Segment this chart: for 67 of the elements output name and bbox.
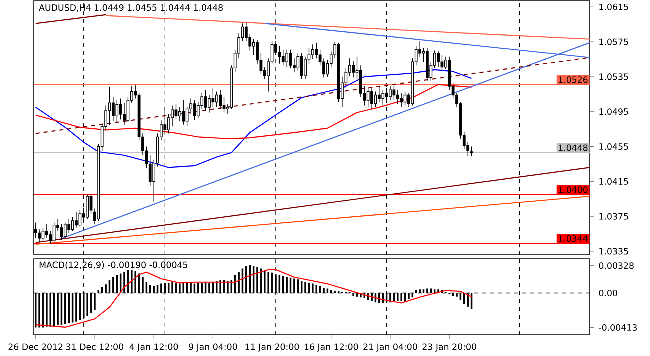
- candlestick: [219, 90, 222, 110]
- y-tick-label: 0.00328: [599, 262, 634, 270]
- candlestick: [396, 90, 400, 104]
- x-tick-label: 11 Jan 20:00: [246, 344, 300, 352]
- candlestick: [286, 50, 289, 68]
- candlestick: [400, 93, 404, 108]
- candlestick: [370, 88, 374, 110]
- x-tick-label: 31 Dec 12:00: [66, 344, 124, 350]
- candlestick: [378, 86, 381, 103]
- candlestick: [382, 90, 385, 106]
- candlestick: [45, 224, 48, 239]
- x-tick-label: 16 Jan 12:00: [304, 344, 358, 352]
- y-tick-label: 0.00: [599, 290, 618, 297]
- candlestick: [392, 84, 396, 101]
- candlestick: [52, 222, 56, 244]
- candlestick: [90, 194, 93, 214]
- candlestick: [366, 88, 370, 108]
- candlestick: [282, 50, 285, 66]
- y-tick-label: 1.0535: [600, 74, 628, 80]
- candlestick: [215, 91, 218, 108]
- candlestick: [437, 51, 440, 68]
- candlestick: [389, 86, 392, 101]
- y-tick-label: 1.0495: [600, 108, 628, 116]
- candlestick: [208, 94, 211, 114]
- candlestick: [322, 58, 326, 78]
- chart-title: MACD(12,26,9) -0.00190 -0.00045: [40, 262, 188, 270]
- y-tick-label: 1.0335: [600, 248, 628, 255]
- line-series: [35, 269, 472, 328]
- ref-line-label: 1.0344: [559, 236, 588, 242]
- y-tick-label: 1.0375: [600, 213, 628, 220]
- y-tick-label: 1.0615: [600, 4, 628, 10]
- candlestick: [68, 218, 71, 234]
- ref-line-label: 1.0526: [559, 76, 588, 84]
- candlestick: [470, 146, 474, 157]
- y-tick-label: 1.0455: [600, 143, 628, 150]
- ref-line-label: 1.0448: [559, 144, 588, 152]
- x-tick-label: 26 Dec 2012: [8, 344, 63, 350]
- chart-title: AUDUSD,H4 1.0449 1.0455 1.0444 1.0448: [39, 4, 223, 12]
- candlestick: [360, 65, 362, 98]
- x-tick-label: 23 Jan 20:00: [422, 344, 476, 352]
- candlestick: [64, 222, 67, 239]
- candlestick: [178, 107, 182, 122]
- x-tick-label: 9 Jan 04:00: [189, 344, 238, 352]
- candlestick: [148, 155, 152, 186]
- x-tick-label: 21 Jan 04:00: [364, 344, 418, 352]
- candlestick: [311, 44, 314, 60]
- candlestick: [171, 105, 174, 128]
- candlestick: [182, 100, 186, 126]
- candlestick: [304, 56, 307, 80]
- candlestick: [123, 102, 126, 126]
- candlestick: [112, 96, 115, 122]
- ref-line-label: 1.0400: [559, 186, 588, 194]
- y-tick-label: 1.0415: [600, 178, 628, 185]
- y-tick-label: 1.0575: [600, 38, 628, 46]
- candlestick: [116, 100, 119, 124]
- candlestick: [204, 90, 208, 112]
- candlestick: [315, 42, 318, 59]
- candlestick: [300, 53, 304, 80]
- line-series: [35, 84, 472, 140]
- candlestick: [75, 212, 78, 228]
- candlestick: [78, 210, 82, 228]
- candlestick: [38, 229, 41, 244]
- candlestick: [86, 194, 90, 220]
- candlestick: [352, 60, 356, 78]
- candlestick: [212, 88, 215, 108]
- x-tick-label: 4 Jan 12:00: [130, 344, 178, 352]
- y-tick-label: -0.00413: [599, 324, 637, 331]
